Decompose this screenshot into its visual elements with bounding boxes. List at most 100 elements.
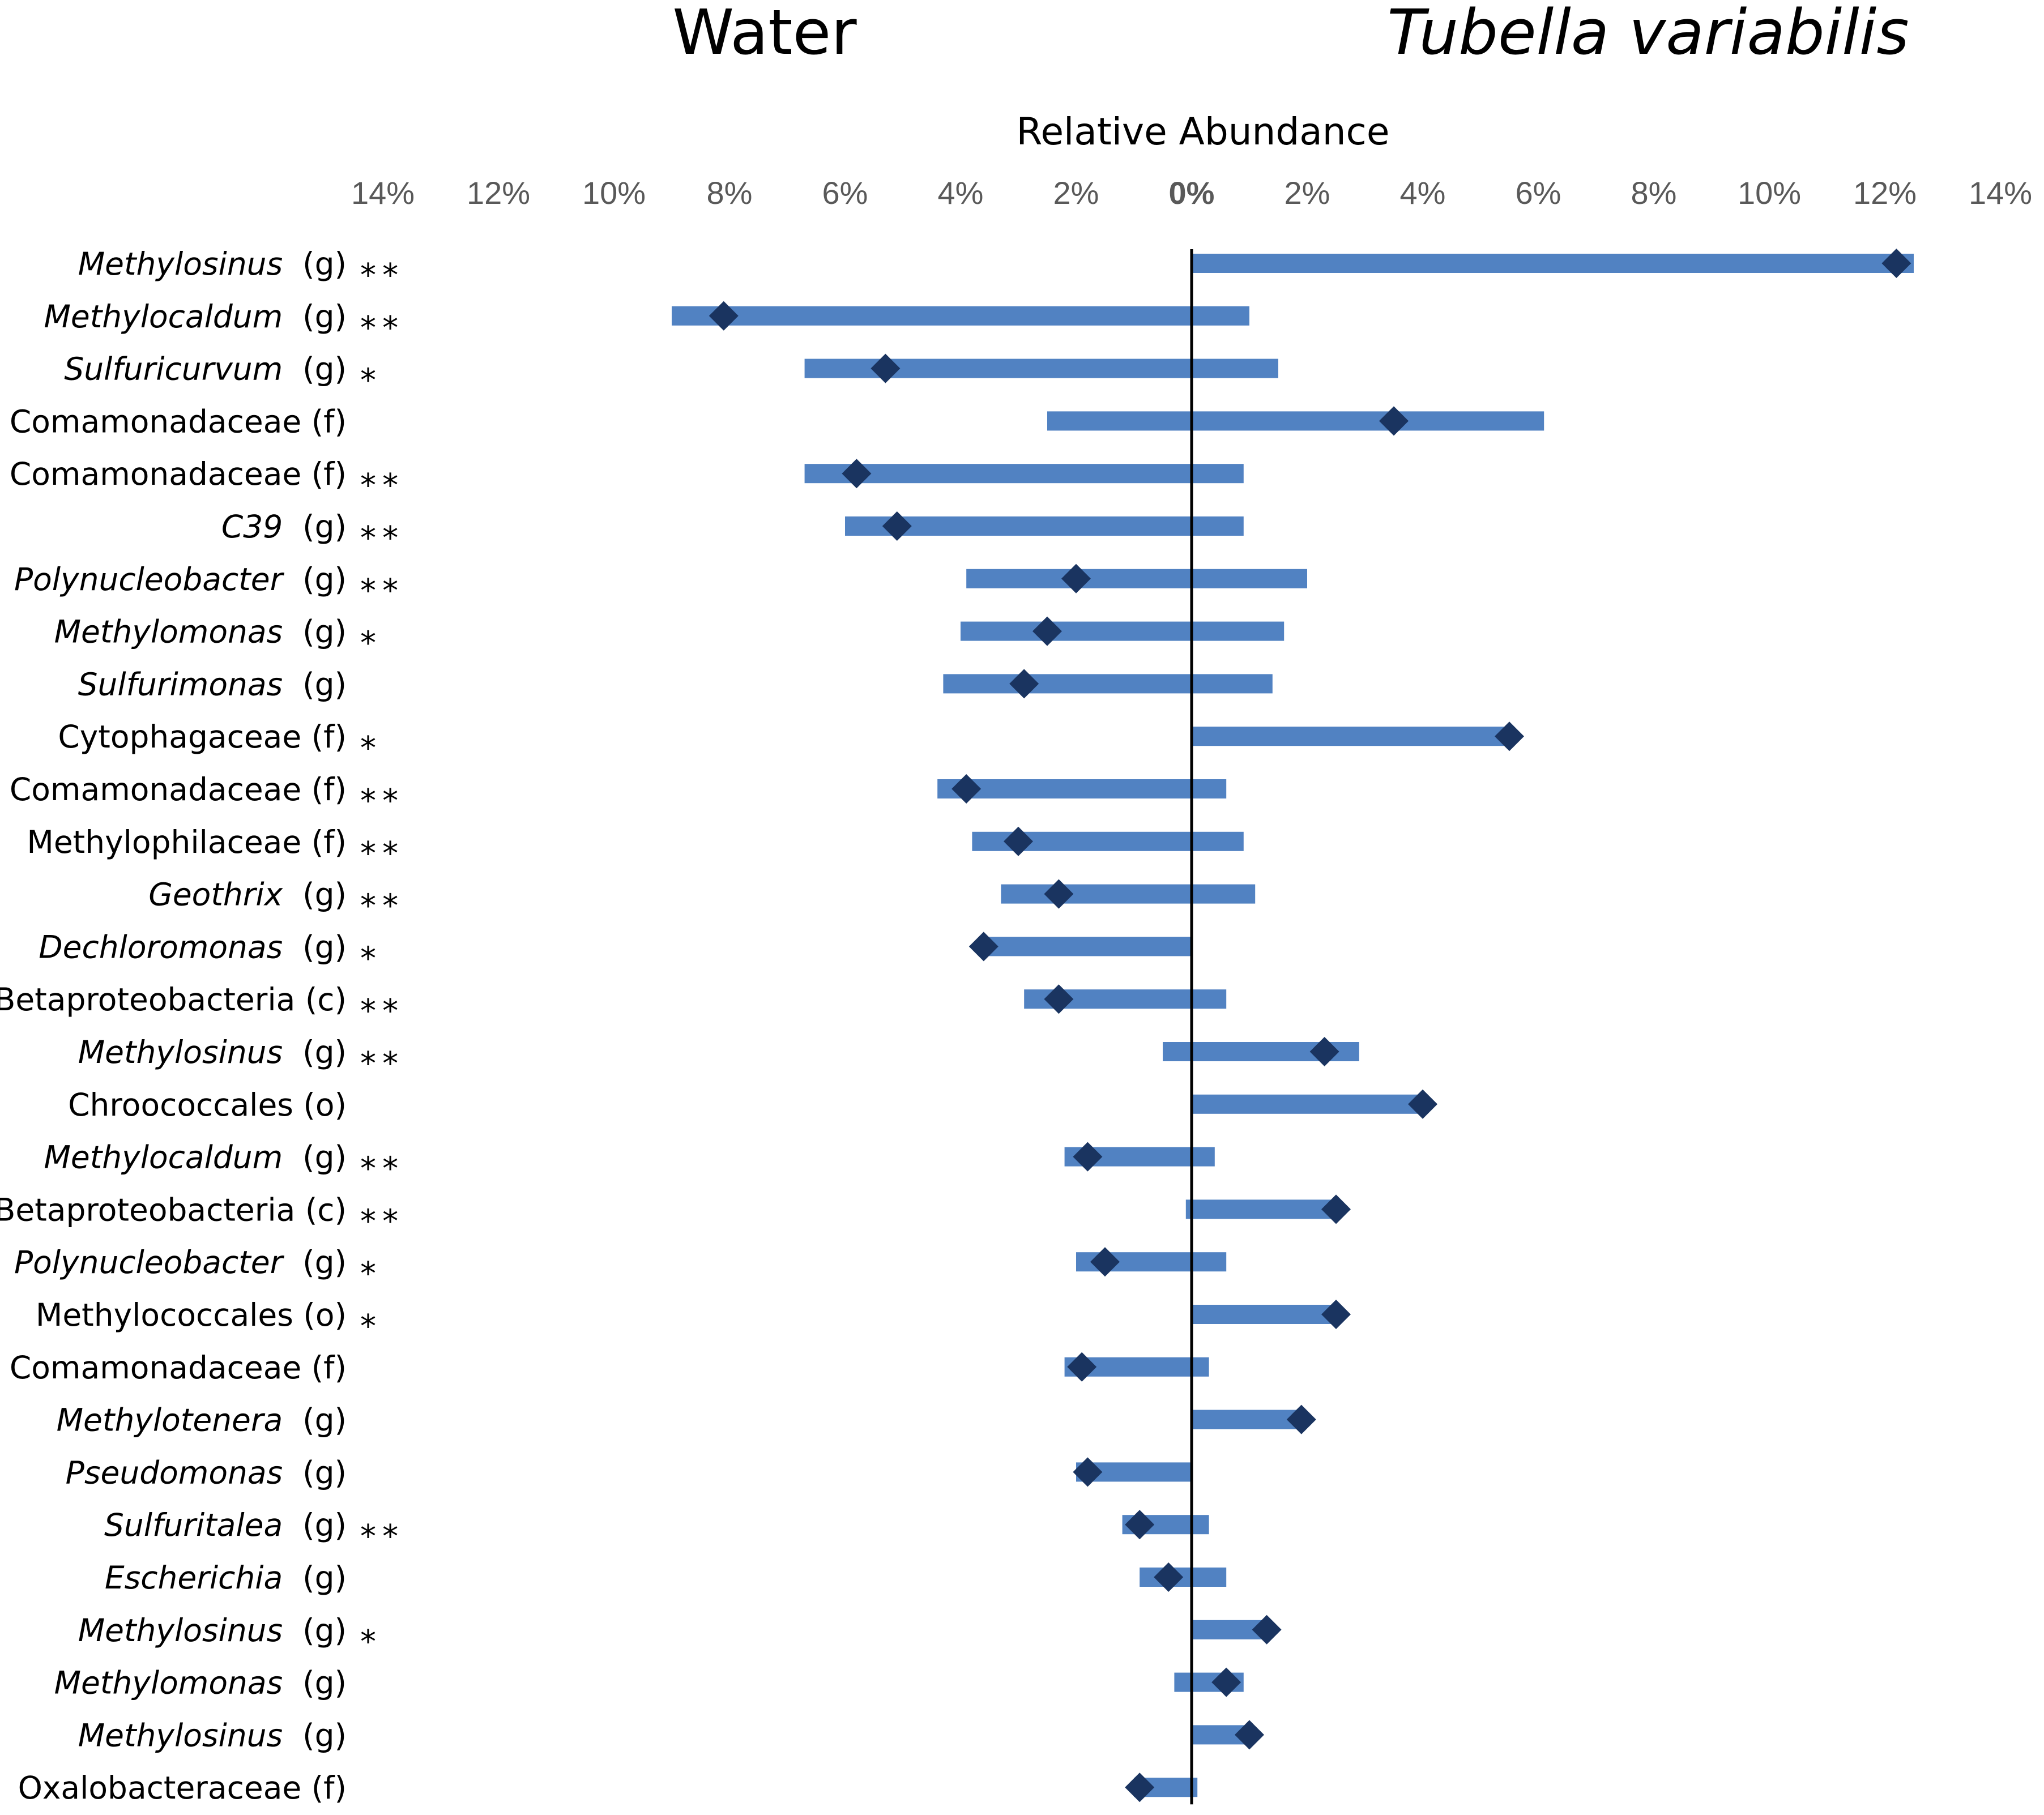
mean-marker — [1379, 406, 1409, 436]
taxon-rank: (f) — [301, 824, 347, 860]
mean-marker — [1495, 721, 1524, 751]
taxon-label: Cytophagaceae (f) — [58, 719, 347, 755]
taxon-name: Polynucleobacter — [14, 561, 285, 597]
taxon-name: Comamonadaceae — [10, 403, 301, 439]
taxon-rank: (g) — [283, 666, 347, 702]
x-tick-label: 14% — [1969, 175, 2032, 211]
mean-marker — [1061, 563, 1091, 593]
taxon-label: Polynucleobacter (g) — [14, 561, 347, 597]
taxon-rank: (o) — [293, 1087, 347, 1123]
taxon-name: Betaproteobacteria — [0, 1192, 295, 1228]
taxon-name: Methylosinus — [78, 1034, 283, 1070]
taxon-rank: (g) — [283, 509, 347, 545]
significance-mark: * * — [360, 310, 398, 347]
mean-marker — [1032, 616, 1062, 646]
mean-marker — [1154, 1562, 1184, 1592]
significance-mark: * * — [360, 888, 398, 925]
taxon-name: Methylosinus — [78, 1612, 283, 1649]
taxon-rank: (f) — [301, 456, 347, 492]
x-tick-label: 10% — [1738, 175, 1801, 211]
abundance-bar — [937, 779, 1227, 798]
taxon-rank: (g) — [283, 1139, 347, 1176]
x-tick-label: 2% — [1053, 175, 1099, 211]
taxon-label: Methylotenera (g) — [57, 1402, 347, 1438]
taxon-rank: (g) — [283, 1454, 347, 1491]
x-tick-label: 2% — [1285, 175, 1330, 211]
significance-mark: * — [360, 1255, 376, 1292]
taxon-label: Geothrix (g) — [148, 877, 347, 913]
significance-mark: * * — [360, 257, 398, 294]
x-tick-label: 12% — [1853, 175, 1917, 211]
taxon-label: Betaproteobacteria (c) — [0, 981, 347, 1018]
taxon-label: Oxalobacteraceae (f) — [18, 1770, 347, 1806]
taxon-label: Polynucleobacter (g) — [14, 1244, 347, 1280]
x-tick-label: 4% — [938, 175, 984, 211]
taxon-label: Methylocaldum (g) — [44, 1139, 347, 1176]
significance-mark: * — [360, 625, 376, 662]
left-group-title: Water — [672, 0, 857, 69]
taxon-label: Sulfurimonas (g) — [78, 666, 347, 702]
taxon-name: Methylosinus — [78, 1717, 283, 1753]
x-tick-label: 8% — [1631, 175, 1677, 211]
significance-mark: * — [360, 362, 376, 399]
taxon-name: Comamonadaceae — [10, 456, 301, 492]
markers-layer — [709, 249, 1911, 1803]
significance-mark: * * — [360, 835, 398, 872]
taxon-rank: (g) — [283, 1612, 347, 1649]
taxon-rank: (g) — [283, 1560, 347, 1596]
mean-marker — [1235, 1720, 1264, 1750]
significance-mark: * * — [360, 1518, 398, 1555]
taxon-label: Chroococcales (o) — [68, 1087, 347, 1123]
taxon-rank: (c) — [295, 981, 347, 1018]
significance-mark: * * — [360, 520, 398, 557]
mean-marker — [1286, 1404, 1316, 1434]
taxon-label: Methylophilaceae (f) — [27, 824, 347, 860]
taxon-name: Dechloromonas — [39, 929, 283, 965]
taxon-name: Methylococcales — [36, 1297, 293, 1333]
taxon-name: Methylomonas — [54, 614, 283, 650]
mean-marker — [882, 511, 912, 541]
mean-marker — [1073, 1142, 1103, 1172]
taxon-label: Methylocaldum (g) — [44, 298, 347, 335]
taxon-label: Methylosinus (g) — [78, 1612, 347, 1649]
taxon-rank: (g) — [283, 1402, 347, 1438]
taxon-name: Betaproteobacteria — [0, 981, 295, 1018]
taxon-rank: (g) — [283, 351, 347, 387]
taxon-label: Methylomonas (g) — [54, 1665, 347, 1701]
x-tick-label: 12% — [467, 175, 530, 211]
taxon-label: Methylomonas (g) — [54, 614, 347, 650]
taxon-name: Methylocaldum — [44, 1139, 283, 1176]
abundance-bar — [983, 937, 1192, 956]
taxon-label: Betaproteobacteria (c) — [0, 1192, 347, 1228]
taxon-rank: (g) — [283, 877, 347, 913]
significance-mark: * * — [360, 573, 398, 609]
taxon-rank: (g) — [283, 298, 347, 335]
x-tick-label: 6% — [822, 175, 868, 211]
taxon-name: Methylocaldum — [44, 298, 283, 335]
taxon-label: Sulfuritalea (g) — [104, 1507, 347, 1543]
taxon-rank: (g) — [283, 1665, 347, 1701]
taxon-label: Sulfuricurvum (g) — [64, 351, 347, 387]
mean-marker — [1044, 984, 1074, 1014]
abundance-bar — [1192, 1094, 1423, 1114]
taxon-rank: (g) — [283, 929, 347, 965]
x-tick-label: 8% — [707, 175, 753, 211]
taxon-label: Dechloromonas (g) — [39, 929, 347, 965]
taxon-rank: (c) — [295, 1192, 347, 1228]
row-labels: Methylosinus (g) * * Methylocaldum (g) * * S… — [0, 246, 398, 1806]
taxon-label: Comamonadaceae (f) — [10, 1349, 347, 1386]
taxon-rank: (f) — [301, 719, 347, 755]
mean-marker — [842, 459, 872, 489]
x-tick-label: 10% — [582, 175, 646, 211]
taxon-label: Comamonadaceae (f) — [10, 403, 347, 439]
taxon-rank: (o) — [293, 1297, 347, 1333]
taxon-label: Methylosinus (g) — [78, 246, 347, 282]
significance-mark: * — [360, 940, 376, 977]
taxon-name: Oxalobacteraceae — [18, 1770, 302, 1806]
taxon-name: Sulfuricurvum — [64, 351, 283, 387]
taxon-rank: (g) — [283, 1034, 347, 1070]
taxon-label: Methylosinus (g) — [78, 1034, 347, 1070]
significance-mark: * * — [360, 1203, 398, 1240]
taxon-rank: (f) — [301, 403, 347, 439]
abundance-bar — [1192, 254, 1914, 273]
